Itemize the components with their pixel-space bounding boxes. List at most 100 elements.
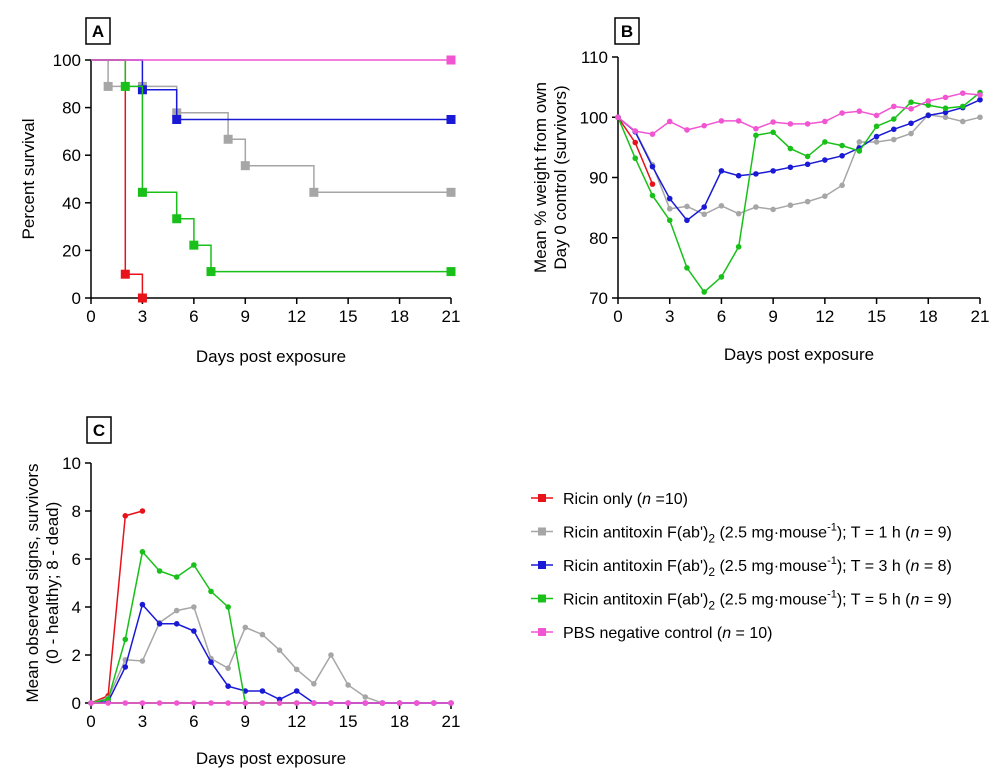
series-line-t1h bbox=[90, 606, 451, 704]
data-point-t1h bbox=[959, 118, 966, 125]
y-tick-label: 60 bbox=[62, 146, 81, 165]
data-point-pbs bbox=[891, 103, 897, 110]
data-point-t5h bbox=[822, 139, 828, 145]
x-tick-label: 6 bbox=[717, 307, 726, 326]
x-axis-label: Days post exposure bbox=[196, 347, 346, 366]
data-point-t5h bbox=[718, 274, 725, 280]
series-line-t1h bbox=[91, 59, 451, 194]
legend-label: Ricin antitoxin F(ab')2 (2.5 mg·mouse-1)… bbox=[563, 589, 952, 613]
x-tick-label: 18 bbox=[390, 712, 409, 731]
y-tick-label: 100 bbox=[580, 108, 608, 127]
data-point-pbs bbox=[942, 94, 949, 101]
series-line-ricin_only bbox=[617, 116, 654, 185]
panel-b-letter-box bbox=[614, 17, 640, 45]
x-tick-label: 3 bbox=[138, 712, 147, 731]
series-line-t1h bbox=[617, 114, 981, 216]
data-point-pbs bbox=[328, 700, 334, 706]
data-point-pbs bbox=[684, 127, 690, 133]
data-point-t3h bbox=[925, 112, 932, 119]
x-tick-label: 15 bbox=[867, 307, 886, 326]
x-tick-label: 18 bbox=[919, 307, 938, 326]
data-point-pbs bbox=[191, 700, 197, 706]
data-point-t3h bbox=[977, 96, 983, 103]
data-point-pbs bbox=[822, 118, 828, 125]
data-point-t3h bbox=[701, 204, 707, 210]
x-tick-label: 15 bbox=[339, 712, 358, 731]
data-point-t5h bbox=[735, 243, 742, 250]
legend-marker bbox=[538, 494, 546, 502]
data-point-pbs bbox=[718, 118, 725, 124]
plot-a: 0 20 40 60 80 100 0 3 6 9 12 15 18 21 Days post exposu… bbox=[19, 51, 460, 366]
data-point-t1h bbox=[240, 161, 250, 171]
data-point-pbs bbox=[156, 700, 163, 706]
data-point-t3h bbox=[208, 659, 214, 665]
data-point-t3h bbox=[293, 688, 300, 694]
y-tick-label: 8 bbox=[72, 502, 81, 521]
panel-c: C 0 2 4 6 8 10 0 3 6 9 12 15 18 21 Days post exposure M… bbox=[23, 416, 460, 768]
x-axis-label: Days post exposure bbox=[724, 345, 874, 364]
legend-marker bbox=[538, 628, 546, 636]
x-tick-label: 9 bbox=[241, 712, 250, 731]
data-point-t1h bbox=[977, 114, 983, 121]
data-point-t5h bbox=[753, 132, 759, 139]
data-point-t5h bbox=[225, 604, 231, 610]
data-point-t5h bbox=[139, 549, 146, 555]
x-tick-label: 21 bbox=[442, 307, 461, 326]
data-point-pbs bbox=[649, 131, 656, 137]
data-point-t3h bbox=[139, 601, 146, 608]
data-point-t5h bbox=[122, 636, 129, 643]
data-point-t1h bbox=[173, 607, 180, 614]
data-point-pbs bbox=[276, 700, 283, 706]
x-tick-label: 0 bbox=[613, 307, 622, 326]
data-point-t5h bbox=[787, 145, 794, 152]
data-point-t5h bbox=[770, 129, 776, 136]
data-point-t5h bbox=[908, 99, 914, 105]
y-tick-label: 2 bbox=[72, 646, 81, 665]
data-point-pbs bbox=[242, 700, 249, 706]
data-point-t3h bbox=[787, 164, 794, 171]
data-point-t3h bbox=[908, 120, 914, 127]
data-point-t5h bbox=[942, 105, 949, 112]
x-tick-label: 15 bbox=[339, 307, 358, 326]
data-point-t5h bbox=[191, 562, 197, 568]
data-point-t1h bbox=[259, 631, 266, 638]
data-point-pbs bbox=[839, 110, 845, 116]
data-point-pbs bbox=[173, 700, 180, 706]
data-point-t5h bbox=[206, 267, 216, 277]
y-tick-label: 80 bbox=[62, 99, 81, 118]
data-point-t5h bbox=[839, 142, 845, 149]
legend-superscript: -1 bbox=[827, 589, 837, 601]
y-tick-label: 100 bbox=[53, 51, 81, 70]
y-axis-label-line: Day 0 control (survivors) bbox=[551, 85, 570, 269]
panel-b: B 70 80 90 100 110 0 3 6 9 12 15 18 21 Days post expo… bbox=[531, 17, 989, 364]
data-point-pbs bbox=[753, 125, 759, 132]
data-point-pbs bbox=[396, 700, 403, 706]
y-tick-label: 40 bbox=[62, 194, 81, 213]
x-tick-label: 3 bbox=[665, 307, 674, 326]
data-point-t1h bbox=[328, 652, 334, 658]
data-point-t1h bbox=[345, 682, 351, 688]
data-point-t1h bbox=[223, 134, 233, 144]
data-point-pbs bbox=[804, 121, 811, 127]
data-point-t1h bbox=[839, 182, 845, 189]
y-tick-label: 70 bbox=[589, 289, 608, 308]
data-point-pbs bbox=[225, 700, 231, 706]
x-tick-label: 12 bbox=[815, 307, 834, 326]
y-axis-label: Mean observed signs, survivors(0 - healt… bbox=[23, 463, 62, 702]
legend-label: PBS negative control (n = 10) bbox=[563, 625, 772, 642]
y-axis-label-line: Percent survival bbox=[19, 119, 38, 240]
data-point-t5h bbox=[804, 153, 811, 160]
x-tick-label: 0 bbox=[86, 712, 95, 731]
data-point-t1h bbox=[787, 202, 794, 209]
y-tick-label: 0 bbox=[72, 694, 81, 713]
y-tick-label: 4 bbox=[72, 598, 81, 617]
data-point-t1h bbox=[822, 193, 828, 199]
data-point-ricin_only bbox=[649, 181, 656, 187]
data-point-t1h bbox=[293, 666, 300, 673]
data-point-t3h bbox=[225, 683, 231, 689]
series-line-t5h bbox=[617, 91, 981, 294]
data-point-pbs bbox=[208, 700, 214, 706]
data-point-pbs bbox=[122, 700, 129, 706]
data-point-pbs bbox=[977, 92, 983, 98]
data-point-t5h bbox=[873, 123, 880, 130]
